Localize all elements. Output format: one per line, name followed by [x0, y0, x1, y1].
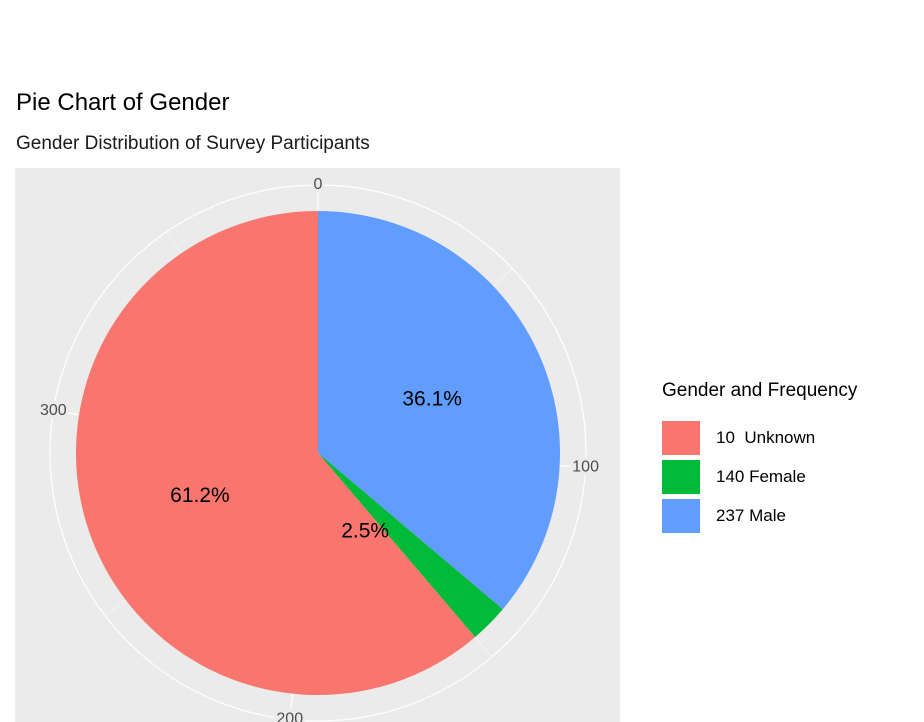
percent-label-0: 36.1%: [402, 388, 462, 411]
pie-slice-2: [75, 211, 476, 696]
chart-title: Pie Chart of Gender: [16, 89, 230, 116]
plot-panel: 36.1% 2.5% 61.2% 0 100 200 300: [15, 168, 620, 722]
percent-label-1: 2.5%: [341, 519, 389, 542]
legend-label-female: 140 Female: [716, 466, 806, 486]
legend-item-unknown: 10 Unknown: [662, 418, 857, 457]
tick-label-0: 0: [314, 176, 323, 193]
legend-label-male: 237 Male: [716, 505, 786, 525]
legend-label-unknown: 10 Unknown: [716, 427, 816, 447]
pie-slice-0: [318, 211, 560, 610]
tick-label-200: 200: [276, 711, 303, 722]
percent-label-2: 61.2%: [170, 484, 230, 507]
pie-chart: 36.1% 2.5% 61.2% 0 100 200 300: [15, 168, 620, 722]
legend-title: Gender and Frequency: [662, 380, 858, 401]
legend-item-male: 237 Male: [662, 496, 857, 535]
legend-item-female: 140 Female: [662, 457, 857, 496]
pie-slice-1: [318, 453, 503, 638]
legend-swatch-male: [662, 498, 700, 533]
legend-swatch-female: [662, 459, 700, 494]
legend-swatch-unknown: [662, 420, 700, 455]
tick-label-300: 300: [40, 402, 67, 419]
tick-label-100: 100: [572, 458, 599, 475]
chart-subtitle: Gender Distribution of Survey Participan…: [16, 133, 370, 154]
legend: Gender and Frequency 10 Unknown 140 Fema…: [662, 380, 857, 535]
